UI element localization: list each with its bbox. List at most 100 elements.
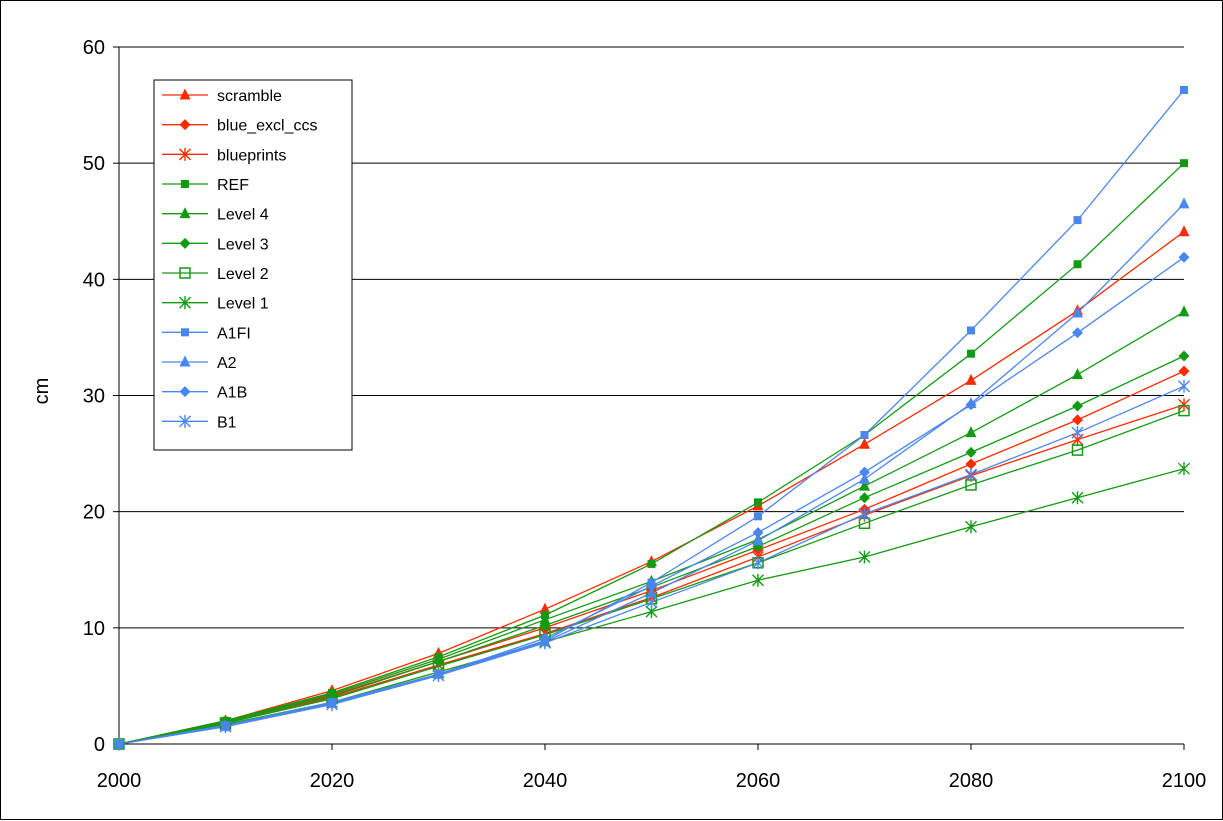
- point-level-3-2080: [965, 446, 977, 458]
- legend-marker-scramble: [179, 88, 191, 100]
- point-b1-2050: [645, 595, 658, 609]
- point-level-3-2090: [1072, 400, 1083, 412]
- point-a1fi-2100: [1180, 85, 1188, 94]
- legend-marker-level-2: [179, 267, 191, 279]
- point-level-1-2090: [1071, 491, 1084, 505]
- x-tick-label-2020: 2020: [310, 770, 355, 792]
- point-level-3-2100: [1178, 350, 1190, 362]
- point-a1fi-2090: [1073, 216, 1082, 225]
- point-ref-2050: [647, 559, 656, 568]
- point-a1b-2050: [646, 580, 657, 592]
- legend-marker-level-4: [179, 207, 191, 219]
- legend-label-level-4: Level 4: [217, 207, 269, 224]
- point-level-4-2100: [1178, 305, 1190, 317]
- point-b1-2010: [219, 720, 232, 734]
- point-level-3-2070: [859, 492, 870, 504]
- legend-label-b1: B1: [217, 414, 237, 431]
- point-ref-2090: [1073, 260, 1082, 269]
- point-level-4-2040: [539, 613, 551, 625]
- point-ref-2080: [967, 349, 975, 358]
- point-level-2-2100: [1178, 404, 1190, 417]
- legend-label-level-1: Level 1: [217, 296, 269, 313]
- legend-label-blueprints: blueprints: [217, 147, 286, 164]
- x-tick-label-2040: 2040: [523, 770, 568, 792]
- series-markers: [113, 85, 1190, 751]
- y-axis-title: cm: [31, 378, 53, 405]
- point-level-4-2090: [1072, 368, 1083, 380]
- legend-marker-a1fi: [181, 328, 189, 337]
- point-a2-2100: [1178, 197, 1190, 209]
- point-level-3-2040: [539, 620, 551, 632]
- point-a1b-2080: [965, 399, 977, 411]
- legend-marker-a2: [179, 355, 191, 367]
- point-a1fi-2060: [754, 512, 762, 521]
- point-a1fi-2070: [860, 430, 869, 439]
- point-b1-2100: [1178, 379, 1190, 393]
- point-scramble-2040: [539, 602, 551, 614]
- x-tick-label-2000: 2000: [97, 770, 142, 792]
- legend: scramble blue_excl_ccs blueprints REF Level …: [153, 79, 353, 451]
- legend-label-scramble: scramble: [217, 88, 282, 105]
- point-level-4-2070: [859, 479, 870, 491]
- point-ref-2100: [1180, 159, 1188, 168]
- point-a2-2070: [859, 472, 870, 484]
- y-tick-label-20: 20: [83, 502, 105, 524]
- legend-marker-level-3: [179, 237, 191, 249]
- point-a1fi-2080: [967, 326, 975, 335]
- axes: [113, 46, 1185, 750]
- point-level-1-2060: [752, 573, 764, 587]
- legend-marker-blue-excl-ccs: [179, 119, 191, 131]
- point-b1-2040: [539, 636, 551, 650]
- point-a2-2060: [752, 534, 764, 546]
- point-level-1-2080: [965, 520, 977, 534]
- point-ref-2060: [754, 498, 762, 507]
- point-blueprints-2100: [1178, 398, 1190, 412]
- point-b1-2080: [965, 467, 977, 481]
- legend-marker-b1: [179, 414, 191, 428]
- point-a1b-2090: [1072, 327, 1083, 339]
- legend-label-level-3: Level 3: [217, 236, 269, 253]
- point-a2-2090: [1072, 306, 1083, 318]
- point-b1-2020: [326, 698, 338, 712]
- point-b1-2030: [432, 668, 445, 682]
- point-b1-2060: [752, 556, 764, 570]
- legend-label-ref: REF: [217, 177, 249, 194]
- point-scramble-2080: [965, 373, 977, 385]
- point-level-4-2080: [965, 426, 977, 438]
- legend-label-a1fi: A1FI: [217, 325, 251, 342]
- point-blue-excl-ccs-2080: [965, 458, 977, 470]
- point-b1-2070: [858, 507, 871, 521]
- point-b1-2000: [113, 737, 125, 751]
- legend-label-a1b: A1B: [217, 385, 247, 402]
- y-tick-label-10: 10: [83, 618, 105, 640]
- y-tick-label-0: 0: [94, 734, 105, 756]
- legend-label-level-2: Level 2: [217, 266, 269, 283]
- point-a1b-2070: [859, 466, 870, 478]
- legend-marker-blueprints: [179, 147, 191, 161]
- x-tick-label-2060: 2060: [736, 770, 781, 792]
- legend-marker-a1b: [179, 386, 191, 398]
- point-a1b-2100: [1178, 251, 1190, 263]
- point-a1b-2060: [752, 527, 764, 539]
- x-tick-label-2080: 2080: [949, 770, 994, 792]
- point-b1-2090: [1071, 426, 1084, 440]
- y-tick-label-60: 60: [83, 37, 105, 59]
- point-blue-excl-ccs-2100: [1178, 365, 1190, 377]
- point-a2-2050: [646, 586, 657, 598]
- legend-marker-ref: [181, 180, 189, 188]
- point-scramble-2100: [1178, 225, 1190, 237]
- legend-label-a2: A2: [217, 355, 237, 372]
- series-line-blueprints: [118, 404, 1185, 745]
- legend-label-blue-excl-ccs: blue_excl_ccs: [217, 118, 318, 135]
- point-blue-excl-ccs-2090: [1072, 414, 1083, 426]
- point-level-1-2100: [1178, 462, 1190, 476]
- tick-labels: 0 10 20 30 40 50 60 2000 2020 2040 2060 2080 2100: [83, 37, 1207, 792]
- y-tick-label-50: 50: [83, 153, 105, 175]
- x-tick-label-2100: 2100: [1162, 770, 1207, 792]
- point-level-2-2090: [1071, 444, 1084, 456]
- y-tick-label-40: 40: [83, 269, 105, 291]
- point-level-1-2070: [858, 550, 871, 564]
- y-tick-label-30: 30: [83, 386, 105, 408]
